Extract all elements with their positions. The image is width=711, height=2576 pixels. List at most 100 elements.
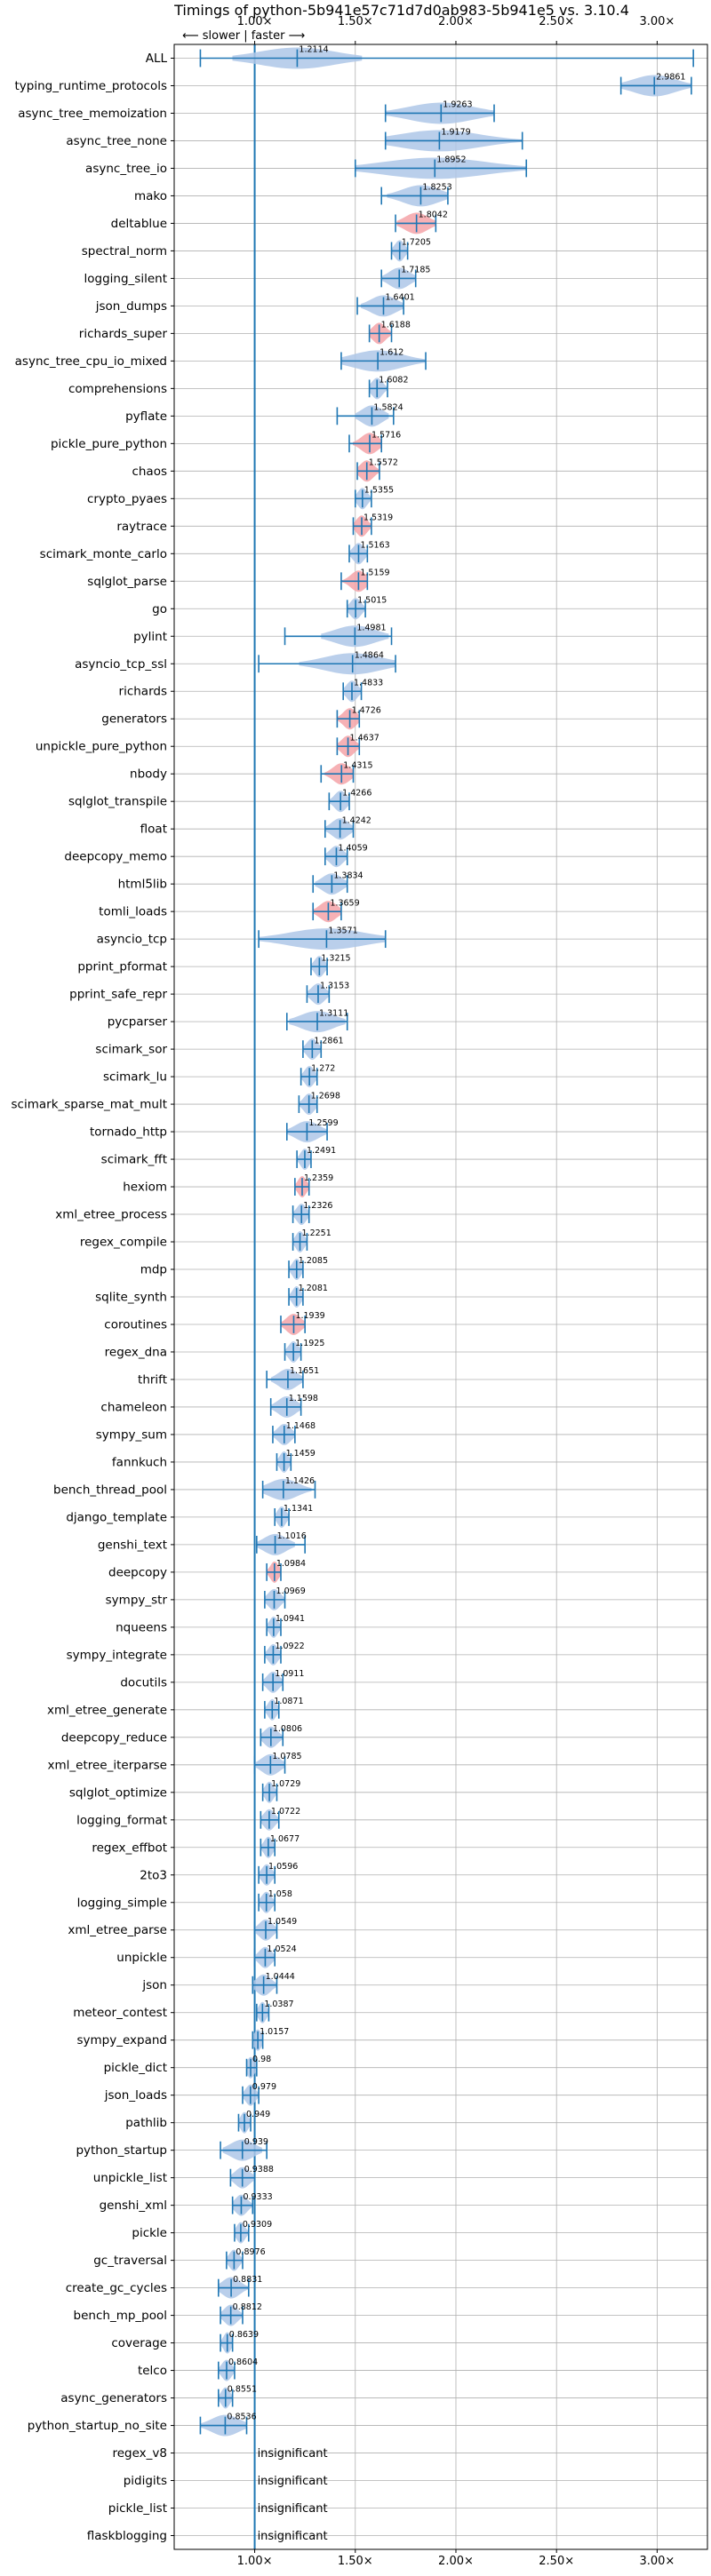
value-label: 1.2085 xyxy=(299,1256,328,1266)
value-label: 1.2359 xyxy=(304,1173,333,1183)
value-label: 1.5572 xyxy=(369,458,398,468)
value-label: 0.98 xyxy=(252,2055,271,2064)
chart-title: Timings of python-5b941e57c71d7d0ab983-5… xyxy=(173,2,629,19)
value-label: 1.2698 xyxy=(311,1091,340,1101)
benchmark-label: json_loads xyxy=(104,2088,167,2103)
insignificant-label: insignificant xyxy=(258,2502,328,2516)
benchmark-label: hexiom xyxy=(123,1181,167,1195)
benchmark-label: scimark_lu xyxy=(103,1070,167,1085)
benchmark-label: async_generators xyxy=(60,2391,167,2405)
benchmark-label: xml_etree_generate xyxy=(47,1703,167,1717)
value-label: 1.3571 xyxy=(328,926,357,935)
marks-layer: 1.2114 2.9861 1.9263 1.9179 1.8952 1.8253 1.80… xyxy=(199,44,694,2549)
x-tick-label-bottom: 2.50× xyxy=(539,2555,574,2568)
benchmark-label: sqlglot_transpile xyxy=(68,795,167,809)
benchmark-label: xml_etree_parse xyxy=(68,1923,167,1937)
value-label: 0.8604 xyxy=(228,2357,258,2367)
benchmark-label: create_gc_cycles xyxy=(66,2281,167,2295)
value-label: 0.979 xyxy=(252,2082,276,2092)
benchmark-label: nqueens xyxy=(116,1620,167,1634)
value-label: 1.4864 xyxy=(355,650,384,660)
benchmark-label: unpickle_pure_python xyxy=(36,740,167,754)
benchmark-label: pprint_safe_repr xyxy=(69,988,167,1002)
benchmark-label: pylint xyxy=(133,630,167,644)
benchmark-label: json xyxy=(141,1978,167,1992)
x-tick-label-bottom: 1.50× xyxy=(338,2555,373,2568)
x-tick-label-top: 2.00× xyxy=(438,15,474,28)
value-label: 1.5163 xyxy=(360,540,389,550)
value-label: 1.2326 xyxy=(303,1201,332,1211)
value-label: 1.0444 xyxy=(266,1972,295,1982)
value-label: 1.1016 xyxy=(277,1531,307,1541)
value-label: 1.0677 xyxy=(270,1834,300,1844)
value-label: 1.2114 xyxy=(299,45,328,55)
value-label: 1.0596 xyxy=(268,1862,298,1872)
value-label: 1.1468 xyxy=(286,1421,316,1431)
value-label: 0.9309 xyxy=(243,2220,272,2230)
direction-note: ⟵ slower | faster ⟶ xyxy=(182,29,305,43)
benchmark-label: typing_runtime_protocols xyxy=(15,79,168,93)
benchmark-label: float xyxy=(140,823,167,837)
value-label: 1.4981 xyxy=(356,623,386,632)
benchmark-label: go xyxy=(152,602,167,616)
benchmark-label: xml_etree_iterparse xyxy=(48,1758,168,1772)
benchmark-label: raytrace xyxy=(116,520,167,534)
value-label: 0.8812 xyxy=(233,2302,262,2312)
benchmark-label: pidigits xyxy=(124,2474,167,2488)
x-tick-label-bottom: 3.00× xyxy=(639,2555,675,2568)
benchmark-label: regex_v8 xyxy=(112,2446,167,2461)
value-label: 0.939 xyxy=(244,2137,268,2147)
benchmark-label: coverage xyxy=(111,2336,167,2350)
value-label: 1.4637 xyxy=(350,733,379,743)
benchmark-label: sympy_sum xyxy=(96,1427,167,1442)
benchmark-label: telco xyxy=(138,2364,167,2378)
benchmark-label: comprehensions xyxy=(68,382,167,396)
value-label: 1.2599 xyxy=(308,1118,338,1128)
benchmark-label: asyncio_tcp xyxy=(97,933,167,947)
benchmark-label: python_startup xyxy=(76,2143,167,2158)
benchmark-label: flaskblogging xyxy=(87,2529,167,2543)
benchmark-label: crypto_pyaes xyxy=(87,492,167,506)
insignificant-label: insignificant xyxy=(258,2530,328,2543)
value-label: 1.1598 xyxy=(289,1394,318,1403)
value-label: 1.5319 xyxy=(363,513,393,522)
value-label: 1.0157 xyxy=(260,2027,289,2037)
value-label: 1.272 xyxy=(311,1063,335,1073)
value-label: 1.4242 xyxy=(342,815,371,825)
value-label: 1.3659 xyxy=(330,898,359,908)
value-label: 1.0722 xyxy=(271,1807,300,1817)
benchmark-label: sympy_expand xyxy=(76,2033,167,2047)
value-label: 0.8831 xyxy=(233,2275,262,2285)
x-tick-label-top: 2.50× xyxy=(539,15,574,28)
benchmark-label: tomli_loads xyxy=(99,905,167,919)
value-label: 1.9179 xyxy=(441,128,470,138)
value-label: 1.3834 xyxy=(333,871,363,880)
benchmark-label: async_tree_io xyxy=(85,162,167,176)
value-label: 1.8042 xyxy=(419,211,448,220)
benchmark-label: sqlite_synth xyxy=(95,1291,167,1305)
benchmark-label: pycparser xyxy=(108,1015,168,1030)
benchmark-label: gc_traversal xyxy=(93,2254,167,2268)
value-label: 1.058 xyxy=(268,1889,292,1899)
value-label: 1.8253 xyxy=(422,183,451,193)
benchmark-label: deltablue xyxy=(111,217,167,231)
x-tick-label-bottom: 1.00× xyxy=(237,2555,273,2568)
benchmark-label: asyncio_tcp_ssl xyxy=(75,657,167,672)
value-label: 1.1426 xyxy=(285,1476,315,1486)
benchmark-label: bench_mp_pool xyxy=(74,2309,167,2323)
value-label: 1.0922 xyxy=(275,1642,304,1651)
benchmark-label: deepcopy_reduce xyxy=(61,1730,167,1745)
benchmark-label: meteor_contest xyxy=(73,2006,167,2020)
benchmark-label: sqlglot_optimize xyxy=(69,1785,167,1800)
benchmark-label: richards_super xyxy=(79,327,168,341)
benchmark-label: sqlglot_parse xyxy=(87,575,167,589)
benchmark-label: coroutines xyxy=(104,1317,167,1332)
benchmark-label: thrift xyxy=(138,1372,167,1387)
value-label: 1.5015 xyxy=(357,595,387,605)
value-label: 1.0806 xyxy=(273,1724,302,1734)
benchmark-label: mdp xyxy=(140,1263,167,1277)
value-label: 0.9388 xyxy=(244,2165,274,2174)
benchmark-label: pyflate xyxy=(125,409,167,424)
benchmark-label: chameleon xyxy=(100,1400,167,1414)
